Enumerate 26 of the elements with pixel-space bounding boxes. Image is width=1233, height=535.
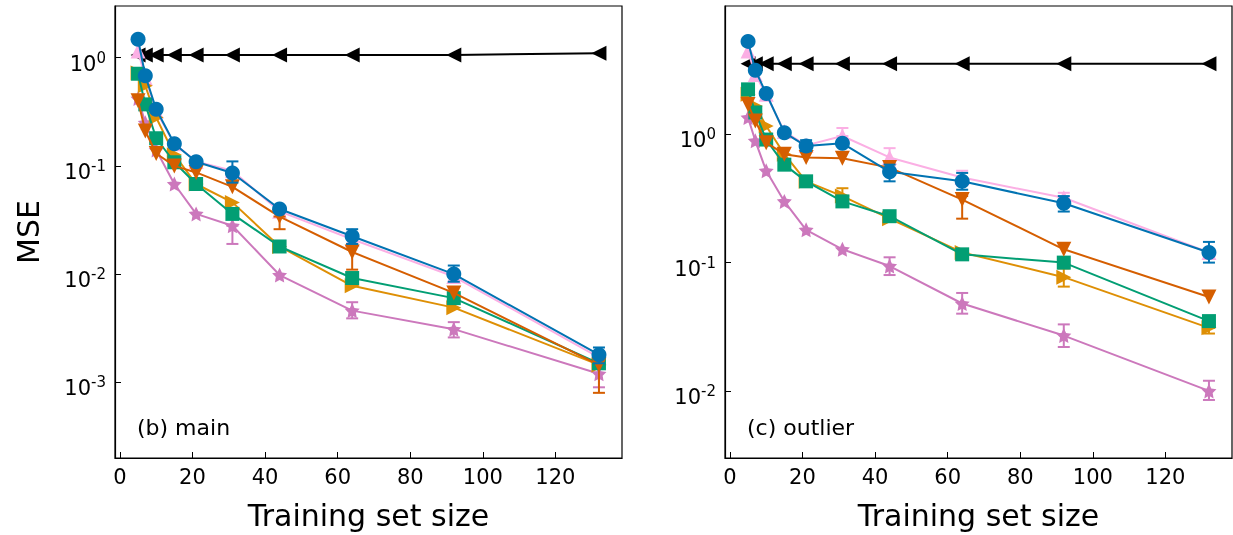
y-axis-title: MSE bbox=[10, 200, 46, 264]
x-tick-label: 80 bbox=[396, 464, 424, 489]
annotation: (c) outlier bbox=[747, 414, 856, 440]
x-tick-label: 80 bbox=[1006, 464, 1034, 489]
x-tick-label: 60 bbox=[934, 464, 962, 489]
x-tick-label: 40 bbox=[251, 464, 279, 489]
y-tick-label: 10$^{-1}$ bbox=[64, 155, 106, 184]
x-tick-label: 100 bbox=[462, 464, 503, 489]
x-tick-label: 20 bbox=[179, 464, 206, 489]
x-tick-label: 0 bbox=[113, 464, 127, 489]
x-tick-label: 20 bbox=[789, 464, 816, 489]
y-tick-label: 10$^{-1}$ bbox=[674, 252, 716, 281]
annotation: (b) main bbox=[137, 414, 231, 440]
y-tick-label: 10$^{0}$ bbox=[679, 124, 716, 153]
y-tick-label: 10$^{0}$ bbox=[69, 47, 106, 76]
x-tick-label: 0 bbox=[723, 464, 737, 489]
x-tick-label: 100 bbox=[1072, 464, 1113, 489]
x-axis-title: Training set size bbox=[856, 497, 1100, 533]
y-tick-label: 10$^{-2}$ bbox=[64, 264, 106, 293]
x-tick-label: 60 bbox=[324, 464, 352, 489]
x-tick-label: 120 bbox=[1145, 464, 1186, 489]
y-tick-label: 10$^{-2}$ bbox=[674, 380, 716, 409]
y-tick-label: 10$^{-3}$ bbox=[64, 372, 106, 401]
x-tick-label: 40 bbox=[861, 464, 889, 489]
x-tick-label: 120 bbox=[535, 464, 576, 489]
x-axis-title: Training set size bbox=[246, 497, 490, 533]
